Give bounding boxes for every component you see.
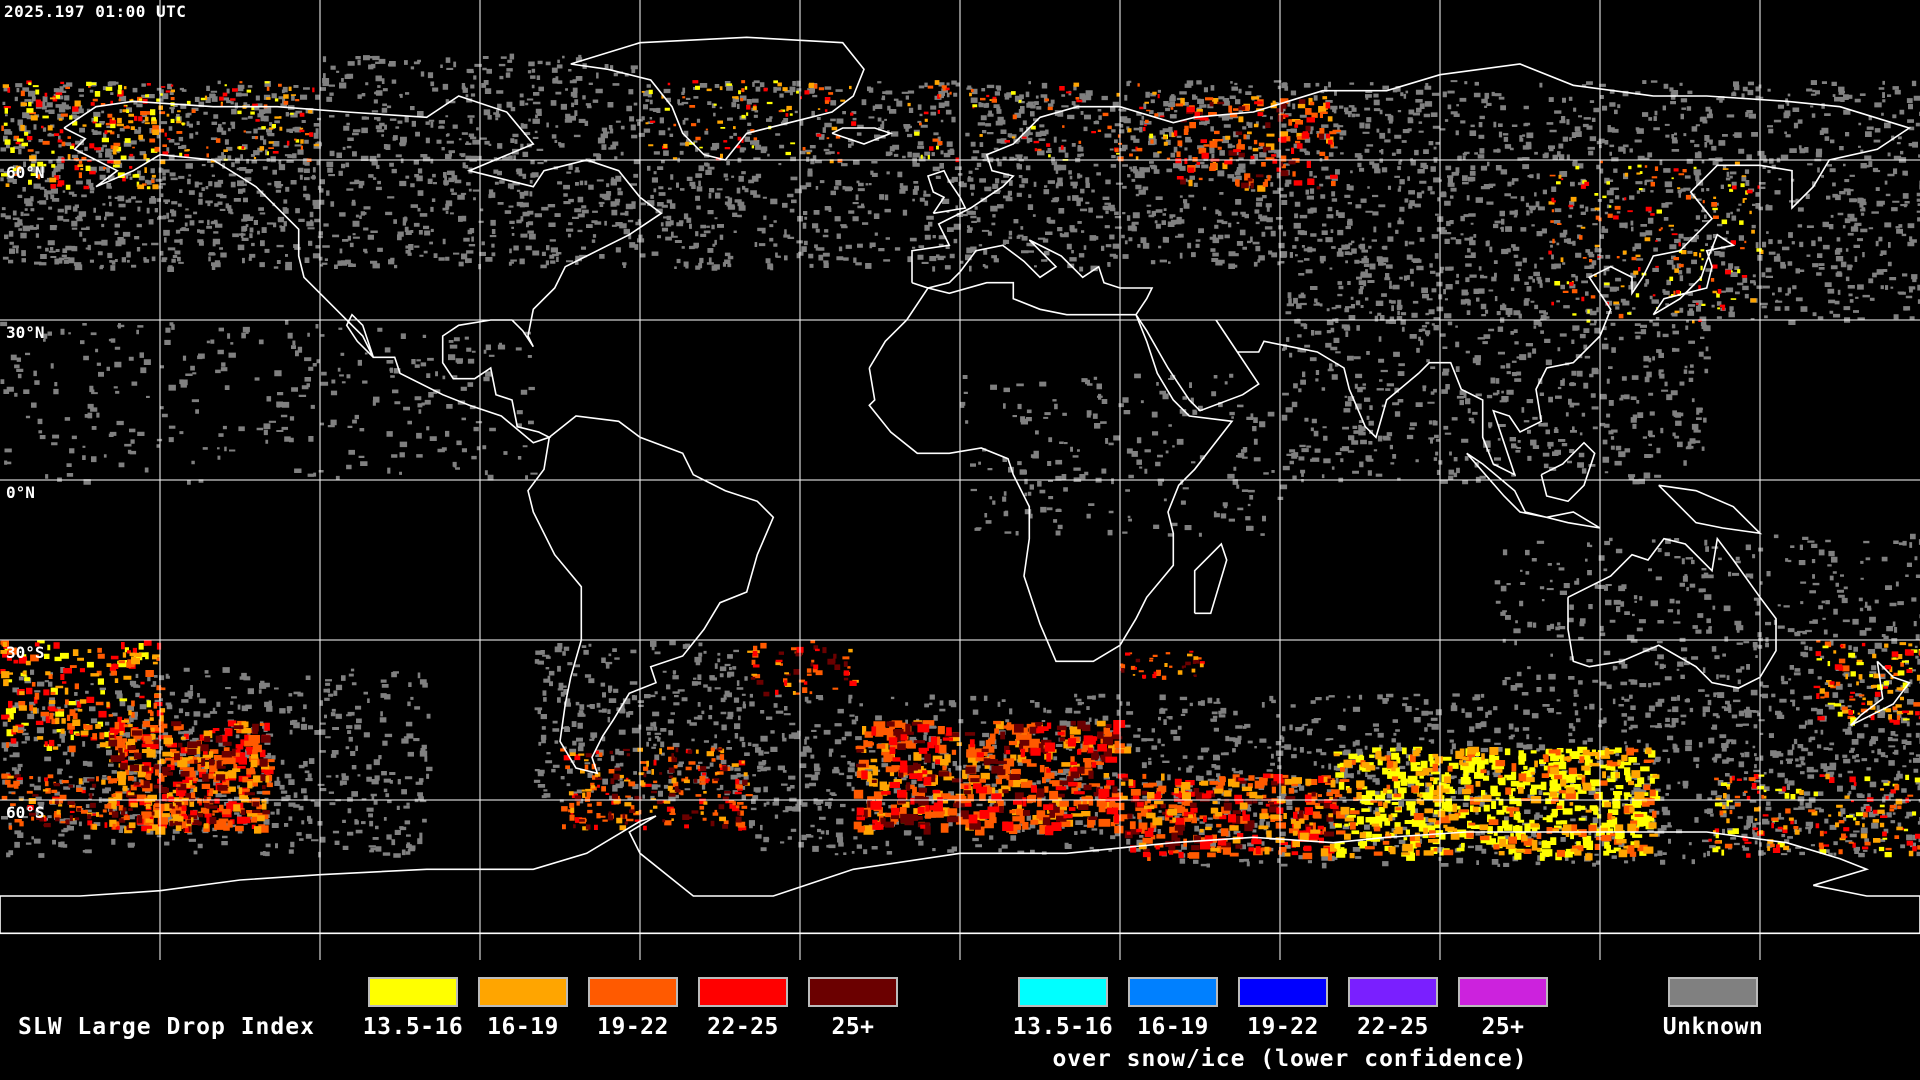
lat-label-30n: 30°N [6, 323, 45, 342]
legend-label-snow-2: 19-22 [1247, 1014, 1319, 1040]
slw-region-0 [1, 80, 166, 190]
coastline-north-america [63, 95, 663, 444]
legend [0, 960, 1920, 1080]
unknown-region-11 [533, 640, 750, 804]
coastline-new-guinea [1658, 484, 1763, 535]
legend-label-snow-0: 13.5-16 [1012, 1014, 1114, 1040]
legend-label-unknown: Unknown [1662, 1014, 1764, 1040]
coastline-australia [1567, 536, 1777, 689]
slw-region-8 [107, 720, 275, 835]
coastline-antarctica [0, 815, 1920, 935]
unknown-region-9 [1494, 533, 1920, 698]
graticule [0, 0, 1920, 960]
coastline-borneo [1540, 441, 1596, 503]
unknown-region-2 [640, 80, 967, 272]
coastline-uk [926, 169, 967, 215]
lat-label-0n: 0°N [6, 483, 35, 502]
legend-label-normal-2: 19-22 [597, 1014, 669, 1040]
legend-label-snow-3: 22-25 [1357, 1014, 1429, 1040]
legend-swatch-normal-4 [808, 977, 898, 1007]
unknown-region-7 [1281, 320, 1711, 485]
slw-region-14 [1708, 773, 1920, 858]
unknown-region-5 [1600, 80, 1920, 325]
lat-label-30s: 30°S [6, 643, 45, 662]
legend-label-normal-1: 16-19 [487, 1014, 559, 1040]
legend-label-normal-0: 13.5-16 [362, 1014, 464, 1040]
unknown-region-6 [0, 320, 538, 485]
snow-ice-note: over snow/ice (lower confidence) [1052, 1046, 1528, 1072]
slw-region-12 [1120, 773, 1340, 861]
world-map [0, 0, 1920, 960]
unknown-region-1 [320, 53, 645, 270]
slw-region-10 [560, 746, 753, 831]
legend-label-snow-4: 25+ [1481, 1014, 1525, 1040]
coastline-madagascar [1193, 542, 1228, 615]
legend-swatch-normal-1 [478, 977, 568, 1007]
slw-region-6 [1813, 640, 1920, 726]
legend-swatch-snow-0 [1018, 977, 1108, 1007]
timestamp: 2025.197 01:00 UTC [4, 2, 187, 21]
coastline-south-america [527, 415, 775, 775]
slw-region-16 [1120, 650, 1205, 680]
unknown-region-0 [0, 80, 326, 272]
slw-region-4 [1173, 96, 1341, 192]
coastline-iceland [831, 127, 894, 145]
coastline-new-zealand [1850, 660, 1911, 727]
legend-swatch-snow-1 [1128, 977, 1218, 1007]
legend-label-snow-1: 16-19 [1137, 1014, 1209, 1040]
legend-swatch-unknown [1668, 977, 1758, 1007]
legend-swatch-snow-2 [1238, 977, 1328, 1007]
slw-region-5 [1548, 160, 1764, 324]
legend-swatch-normal-0 [368, 977, 458, 1007]
legend-title: SLW Large Drop Index [18, 1014, 315, 1040]
legend-swatch-normal-2 [588, 977, 678, 1007]
slw-region-3 [907, 80, 1176, 163]
unknown-region-4 [1280, 80, 1606, 326]
slw-region-11 [853, 720, 1132, 836]
lat-label-60n: 60°N [6, 163, 45, 182]
coastline-japan [1652, 233, 1736, 316]
lat-label-60s: 60°S [6, 803, 45, 822]
legend-swatch-snow-3 [1348, 977, 1438, 1007]
coastline-africa [868, 281, 1234, 663]
legend-swatch-snow-4 [1458, 977, 1548, 1007]
unknown-region-8 [960, 373, 1288, 537]
coastline-eurasia [911, 63, 1912, 477]
slw-region-9 [1, 773, 219, 833]
coastlines [0, 36, 1920, 935]
legend-label-normal-4: 25+ [831, 1014, 875, 1040]
coastline-greenland [570, 36, 865, 161]
slw-region-7 [0, 640, 166, 753]
legend-label-normal-3: 22-25 [707, 1014, 779, 1040]
legend-swatch-normal-3 [698, 977, 788, 1007]
